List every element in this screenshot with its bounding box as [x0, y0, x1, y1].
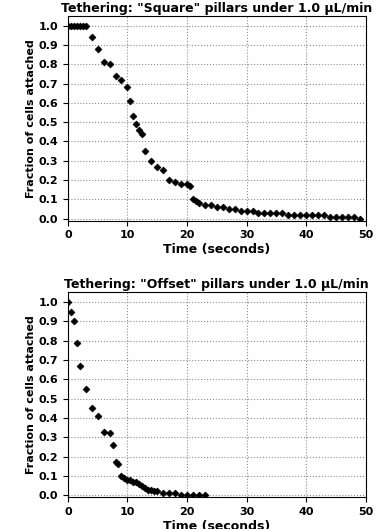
X-axis label: Time (seconds): Time (seconds)	[163, 520, 270, 529]
Y-axis label: Fraction of cells attached: Fraction of cells attached	[26, 315, 35, 474]
Title: Tethering: "Offset" pillars under 1.0 μL/min: Tethering: "Offset" pillars under 1.0 μL…	[64, 278, 369, 291]
Y-axis label: Fraction of cells attached: Fraction of cells attached	[26, 39, 35, 198]
X-axis label: Time (seconds): Time (seconds)	[163, 243, 270, 256]
Title: Tethering: "Square" pillars under 1.0 μL/min: Tethering: "Square" pillars under 1.0 μL…	[61, 2, 372, 15]
